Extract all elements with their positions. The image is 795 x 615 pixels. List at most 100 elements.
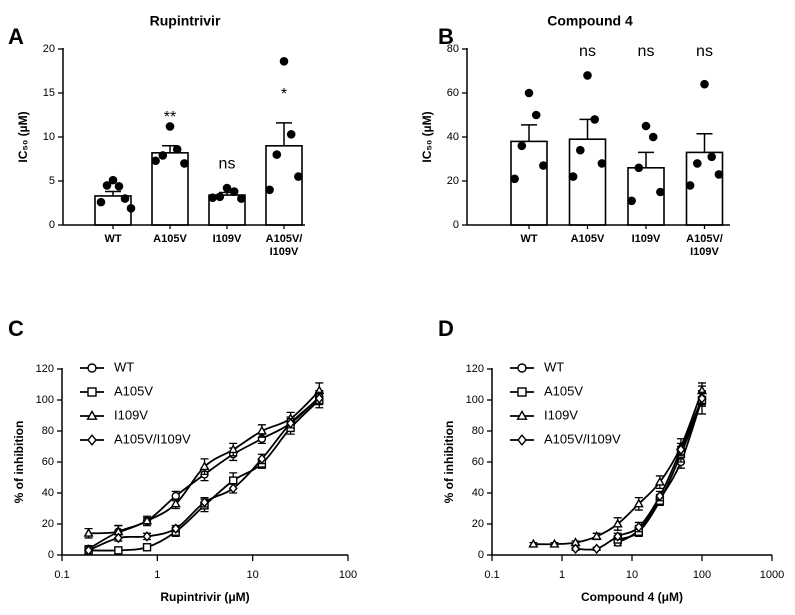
data-point [102, 181, 112, 190]
legend-label: I109V [114, 407, 148, 422]
chart-title: Rupintrivir [150, 13, 221, 29]
data-point [648, 132, 658, 142]
marker [257, 453, 267, 465]
x-tick-label: 100 [339, 569, 357, 581]
y-axis-title: % of inhibition [442, 421, 456, 504]
data-point [539, 161, 548, 170]
error-bar [105, 190, 121, 196]
data-point [510, 174, 519, 184]
marker [228, 444, 239, 454]
legend-marker [517, 363, 527, 373]
y-tick-label: 20 [42, 518, 54, 530]
y-tick-label: 20 [43, 43, 55, 55]
y-tick-label: 100 [36, 394, 54, 406]
y-tick-label: 40 [472, 487, 484, 499]
bar [510, 140, 548, 226]
data-point [237, 194, 246, 203]
data-point [165, 122, 175, 131]
legend-label: WT [544, 359, 564, 374]
significance-label: ** [164, 109, 176, 126]
y-tick-label: 20 [447, 175, 459, 187]
y-axis-title: IC₅₀ (µM) [16, 111, 30, 162]
data-point [656, 187, 665, 197]
y-axis-title: % of inhibition [12, 421, 26, 504]
data-point [634, 163, 644, 173]
x-tick-label: 10 [626, 569, 638, 581]
marker [142, 543, 152, 552]
data-point [583, 71, 592, 80]
marker [83, 527, 94, 537]
error-bar [276, 122, 292, 146]
data-point [693, 159, 702, 168]
data-point [158, 151, 168, 160]
significance-label: ns [219, 156, 236, 173]
marker [84, 545, 93, 556]
marker [200, 497, 209, 508]
data-point [208, 193, 217, 203]
y-axis-title: IC₅₀ (µM) [420, 111, 434, 162]
y-tick-label: 20 [472, 518, 484, 530]
fit-curve [617, 399, 703, 541]
data-point [96, 197, 106, 207]
data-point [568, 172, 578, 181]
bar [568, 138, 607, 226]
marker [528, 538, 539, 548]
marker [655, 490, 665, 502]
marker [286, 417, 296, 429]
x-tick-label: 0.1 [484, 569, 499, 581]
x-tick-label: 10 [247, 569, 259, 581]
x-tick-label: A105V/I109V [266, 233, 303, 258]
data-point [627, 196, 636, 206]
error-bar [521, 124, 537, 142]
fit-curve [617, 398, 703, 544]
x-tick-label: 1000 [760, 569, 784, 581]
legend-marker [86, 409, 98, 420]
marker [314, 393, 324, 404]
marker [591, 530, 602, 540]
marker [654, 476, 665, 486]
data-point [151, 156, 160, 166]
bar [265, 145, 303, 226]
panel-label: A [8, 24, 24, 49]
chart-title: Compound 4 [547, 13, 633, 29]
marker [697, 393, 707, 404]
data-point [576, 145, 585, 155]
marker [256, 425, 267, 435]
marker [199, 461, 210, 471]
x-axis-title: Rupintrivir (μM) [160, 590, 249, 604]
marker [549, 538, 560, 548]
y-tick-label: 60 [472, 456, 484, 468]
legend-label: I109V [544, 407, 578, 422]
data-point [120, 194, 130, 203]
data-point [597, 159, 607, 168]
data-point [286, 130, 296, 139]
data-point [685, 181, 695, 190]
legend-label: A105V/I109V [114, 431, 191, 446]
error-bar [638, 151, 654, 168]
marker [114, 546, 123, 555]
data-point [272, 150, 282, 159]
y-tick-label: 0 [49, 219, 55, 231]
x-tick-label: A105V [571, 233, 605, 245]
significance-label: * [281, 86, 287, 103]
significance-label: ns [579, 43, 596, 60]
marker [141, 515, 153, 525]
data-point [114, 181, 124, 191]
y-tick-label: 120 [466, 363, 484, 375]
marker [171, 523, 181, 534]
y-tick-label: 0 [453, 219, 459, 231]
marker [592, 543, 602, 555]
legend-marker [87, 363, 97, 373]
data-point [714, 170, 724, 179]
panel-label: C [8, 316, 24, 341]
data-point [108, 175, 118, 185]
data-point [279, 57, 289, 66]
marker [113, 532, 123, 544]
y-tick-label: 80 [472, 425, 484, 437]
legend-label: A105V/I109V [544, 431, 621, 446]
marker [613, 531, 623, 542]
data-point [229, 187, 239, 196]
legend-marker [517, 387, 527, 397]
y-tick-label: 15 [43, 87, 55, 99]
